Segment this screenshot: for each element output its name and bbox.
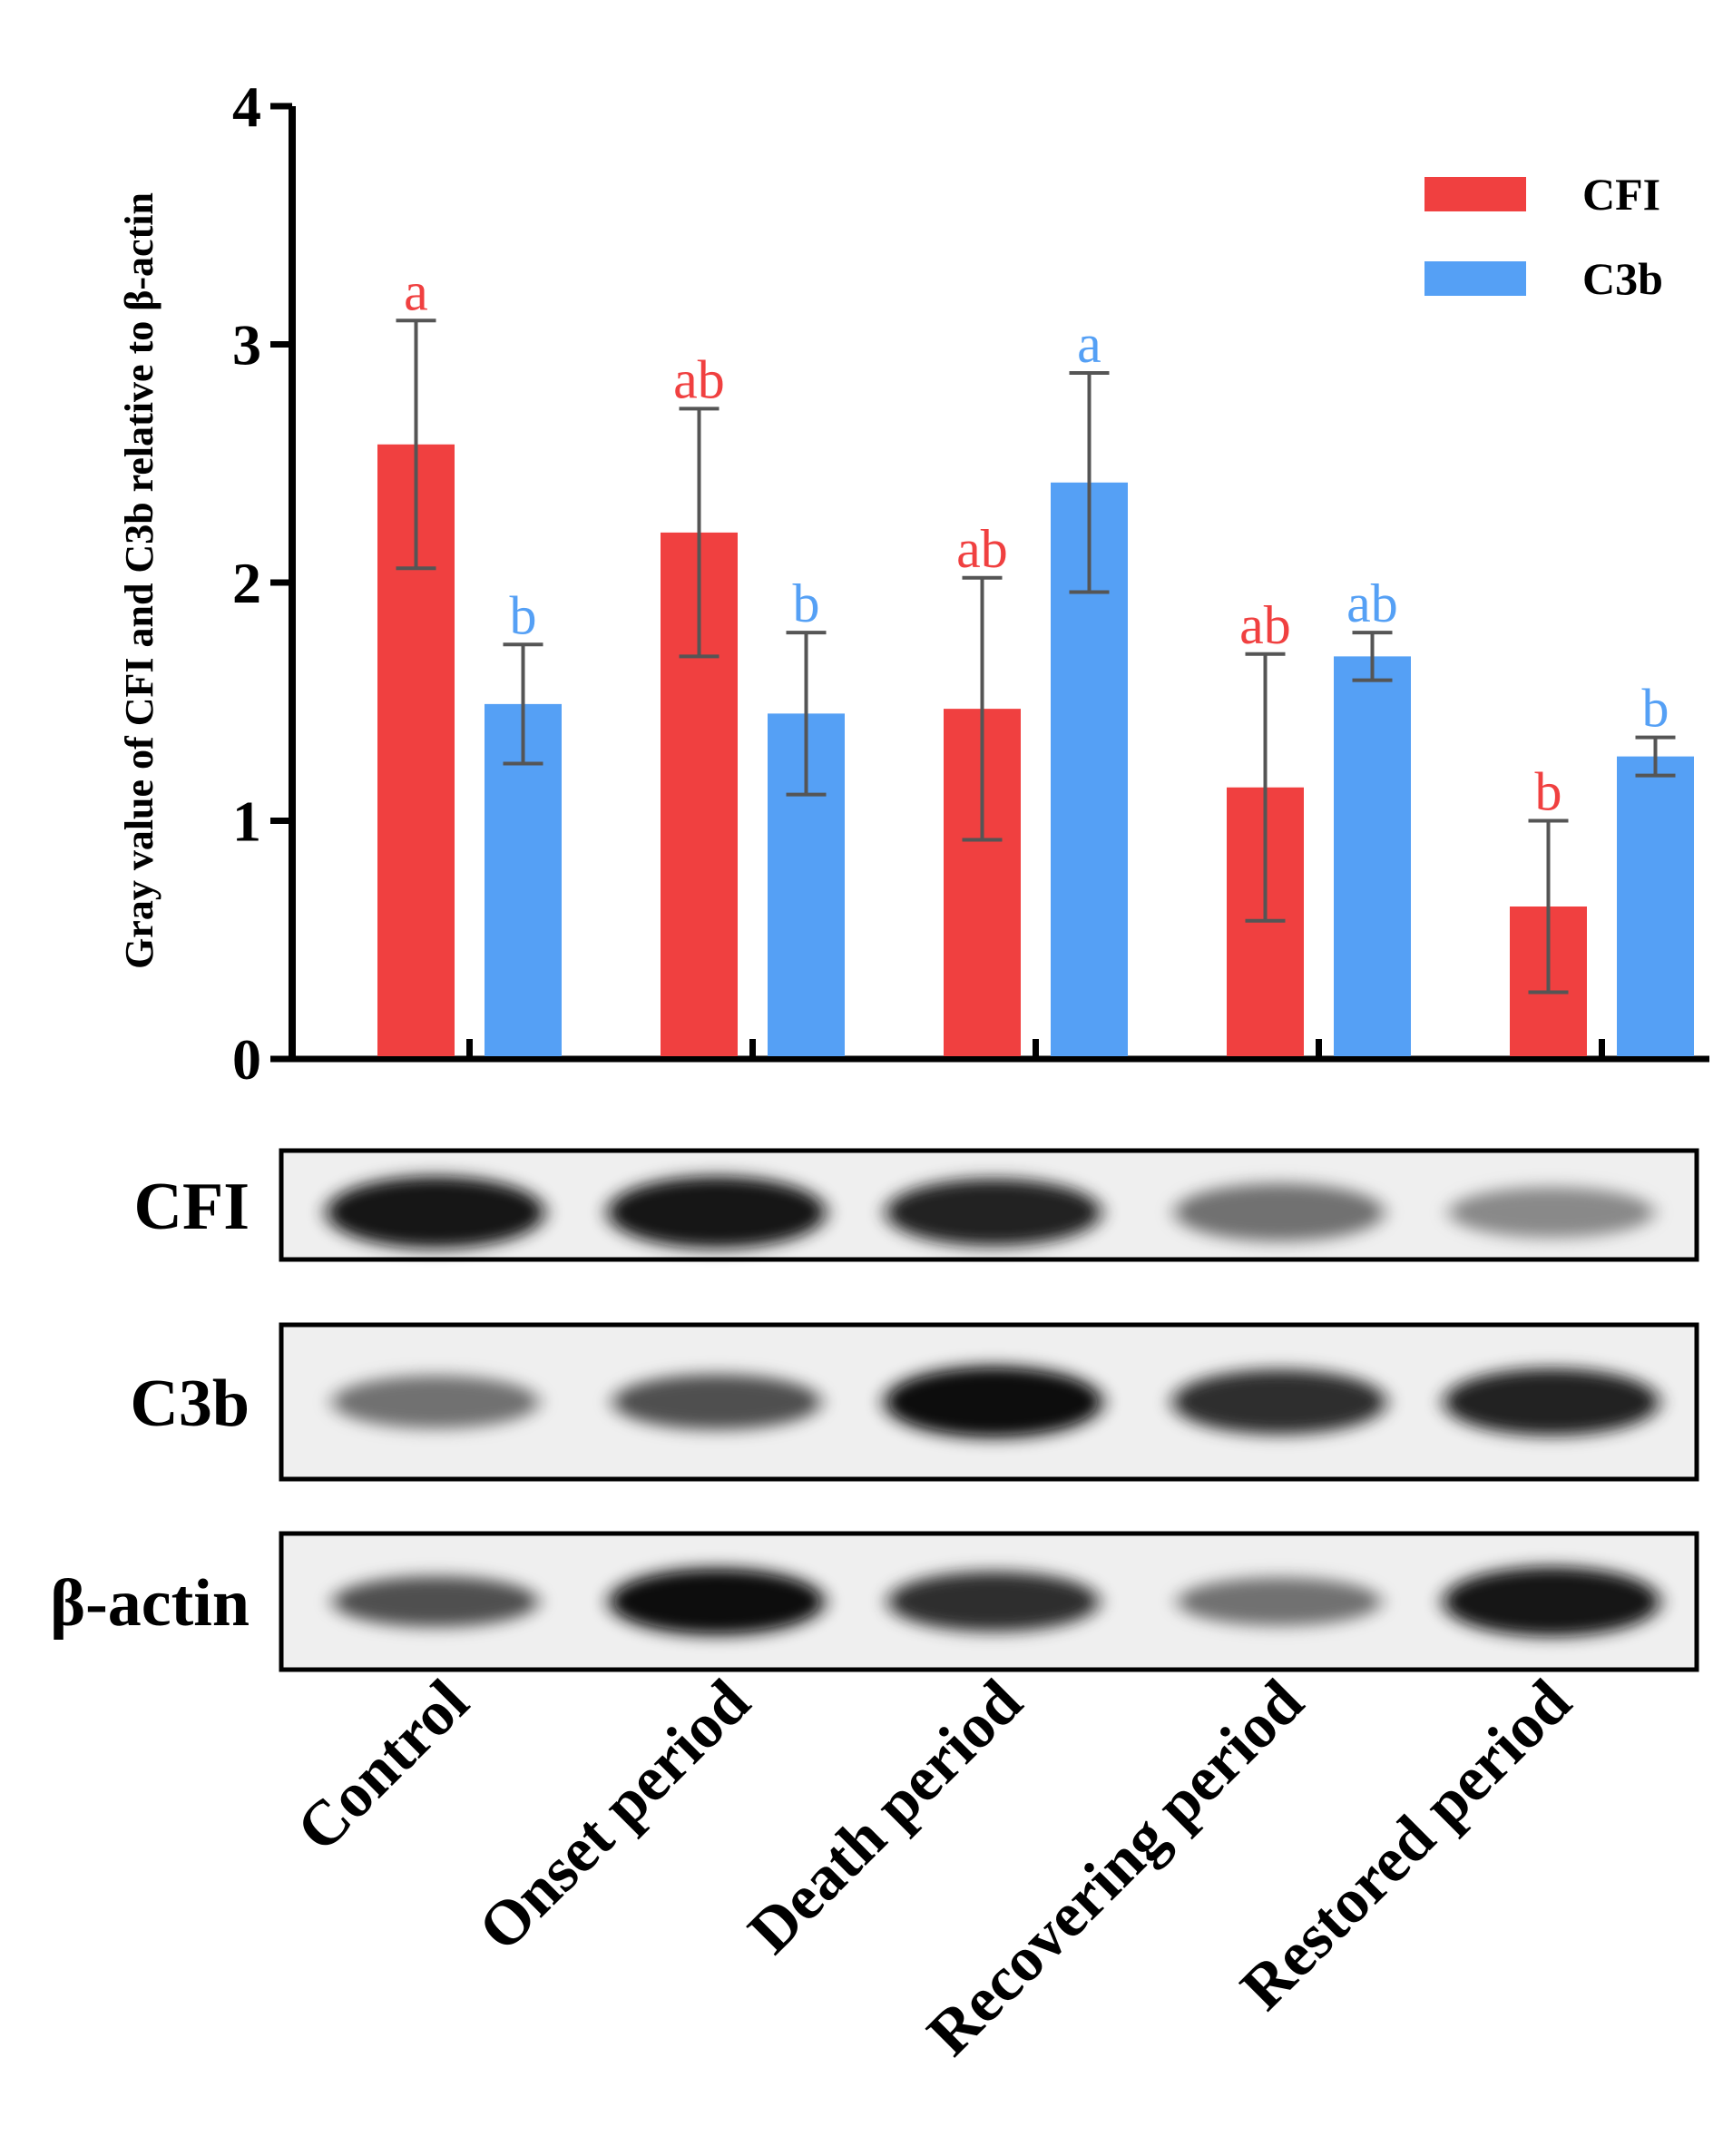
legend: CFI C3b xyxy=(1424,169,1663,304)
y-ticks: 0 1 2 3 4 xyxy=(232,74,292,1092)
blot-band xyxy=(612,1180,821,1245)
y-tick-label: 4 xyxy=(232,74,261,139)
x-category-label: Onset period xyxy=(465,1667,763,1965)
blot-band xyxy=(337,1378,534,1426)
blot-band xyxy=(889,1369,1098,1435)
y-tick-label: 0 xyxy=(232,1027,261,1092)
blot-band xyxy=(890,1181,1097,1243)
blot-band xyxy=(331,1180,540,1245)
blot-band xyxy=(1447,1570,1656,1633)
significance-letter: ab xyxy=(1239,595,1291,655)
x-category-label: Death period xyxy=(736,1667,1036,1967)
y-tick-label: 2 xyxy=(232,551,261,615)
blot-band xyxy=(618,1377,816,1426)
blot-band xyxy=(1448,1371,1655,1433)
significance-letter: ab xyxy=(956,519,1008,579)
bars xyxy=(377,444,1694,1056)
error-bars xyxy=(396,318,1676,995)
blot-band xyxy=(1454,1190,1650,1235)
significance-letter: ab xyxy=(1346,573,1398,633)
blot-panel-2: β-actin xyxy=(50,1531,1699,1672)
legend-label-cfi: CFI xyxy=(1582,169,1660,220)
blot-label: CFI xyxy=(134,1170,250,1244)
y-axis-label: Gray value of CFI and C3b relative to β-… xyxy=(117,192,162,969)
blot-panel-1: C3b xyxy=(130,1322,1699,1482)
significance-letter: b xyxy=(1535,762,1562,822)
significance-letter: ab xyxy=(673,349,725,409)
significance-letter: b xyxy=(510,585,537,645)
y-tick-label: 3 xyxy=(232,313,261,377)
x-category-label: Control xyxy=(284,1667,483,1866)
blot-label: C3b xyxy=(130,1367,250,1441)
blot-band xyxy=(1177,1372,1382,1432)
blot-panel-0: CFI xyxy=(134,1148,1699,1262)
blot-band xyxy=(893,1574,1094,1629)
bar-c3b-3 xyxy=(1334,656,1411,1056)
blot-band xyxy=(338,1579,534,1624)
legend-swatch-c3b xyxy=(1424,261,1526,296)
significance-letter: b xyxy=(793,573,820,633)
blot-band xyxy=(1182,1581,1376,1622)
bar-c3b-4 xyxy=(1617,756,1694,1056)
legend-label-c3b: C3b xyxy=(1582,253,1663,304)
significance-letter: a xyxy=(404,261,428,321)
blot-band xyxy=(1180,1186,1379,1239)
significance-letter: b xyxy=(1642,679,1669,739)
western-blots: CFI C3b β-actin xyxy=(50,1148,1699,1672)
y-tick-label: 1 xyxy=(232,789,261,854)
blot-band xyxy=(613,1571,820,1632)
significance-letter: a xyxy=(1077,314,1101,374)
blot-label: β-actin xyxy=(50,1566,250,1641)
legend-swatch-cfi xyxy=(1424,177,1526,211)
